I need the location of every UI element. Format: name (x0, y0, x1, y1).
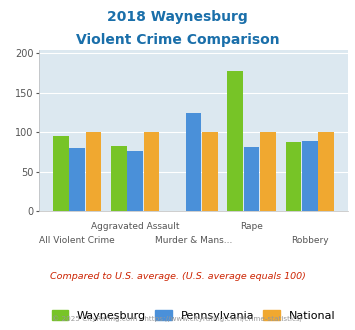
Bar (244, 147, 260, 211)
Bar (228, 71, 243, 211)
Bar (86, 132, 101, 211)
Text: Aggravated Assault: Aggravated Assault (91, 222, 180, 231)
Legend: Waynesburg, Pennsylvania, National: Waynesburg, Pennsylvania, National (47, 306, 340, 325)
Text: Compared to U.S. average. (U.S. average equals 100): Compared to U.S. average. (U.S. average … (50, 272, 305, 281)
Text: Violent Crime Comparison: Violent Crime Comparison (76, 33, 279, 47)
Bar (111, 146, 127, 211)
Bar (202, 132, 218, 211)
Bar (318, 132, 334, 211)
Text: Rape: Rape (240, 222, 263, 231)
Bar (186, 114, 201, 211)
Text: 2018 Waynesburg: 2018 Waynesburg (107, 10, 248, 24)
Bar (53, 136, 69, 211)
Text: All Violent Crime: All Violent Crime (39, 236, 115, 245)
Text: Robbery: Robbery (291, 236, 328, 245)
Bar (127, 151, 143, 211)
Bar (144, 132, 159, 211)
Text: © 2025 CityRating.com - https://www.cityrating.com/crime-statistics/: © 2025 CityRating.com - https://www.city… (53, 315, 302, 322)
Text: Murder & Mans...: Murder & Mans... (155, 236, 232, 245)
Bar (260, 132, 276, 211)
Bar (69, 148, 85, 211)
Bar (286, 142, 301, 211)
Bar (302, 141, 318, 211)
